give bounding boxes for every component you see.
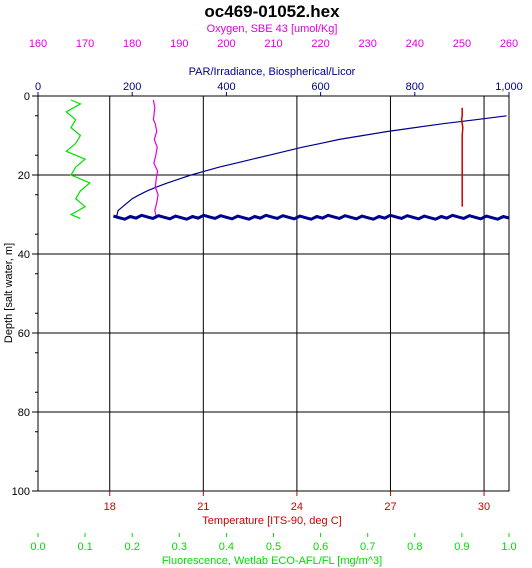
fluorescence-tick-label: 0.6 <box>313 541 328 553</box>
par-tick-label: 0 <box>35 81 41 93</box>
oxygen-tick-label: 240 <box>406 38 424 50</box>
oxygen-tick-label: 220 <box>311 38 329 50</box>
temperature-tick-label: 18 <box>104 501 116 513</box>
par-tick-label: 200 <box>123 81 141 93</box>
depth-axis-title: Depth [salt water, m] <box>3 243 15 343</box>
par-series-line <box>115 115 507 219</box>
fluorescence-tick-label: 0.9 <box>454 541 469 553</box>
oxygen-tick-label: 230 <box>359 38 377 50</box>
oxygen-tick-label: 170 <box>76 38 94 50</box>
depth-tick-label: 80 <box>18 407 30 419</box>
par-tick-label: 1,000 <box>495 81 523 93</box>
temperature-series-line <box>460 107 464 207</box>
fluorescence-tick-label: 0.1 <box>77 541 92 553</box>
series-layer <box>65 99 510 221</box>
fluorescence-tick-label: 0.7 <box>360 541 375 553</box>
oxygen-tick-label: 260 <box>500 38 518 50</box>
oxygen-tick-label: 210 <box>264 38 282 50</box>
oxygen-tick-label: 200 <box>217 38 235 50</box>
temperature-tick-label: 27 <box>384 501 396 513</box>
oxygen-tick-label: 250 <box>453 38 471 50</box>
depth-tick-label: 100 <box>12 486 30 498</box>
fluorescence-series-line <box>65 99 91 219</box>
par-tick-label: 600 <box>311 81 329 93</box>
temperature-tick-label: 30 <box>478 501 490 513</box>
oxygen-series-line <box>152 99 159 219</box>
fluorescence-tick-label: 0.5 <box>266 541 281 553</box>
par-bottom-band <box>112 213 510 221</box>
oxygen-tick-label: 160 <box>29 38 47 50</box>
par-axis-title: PAR/Irradiance, Biospherical/Licor <box>189 66 356 78</box>
depth-tick-label: 60 <box>18 328 30 340</box>
depth-tick-label: 20 <box>18 170 30 182</box>
fluorescence-tick-label: 0.3 <box>172 541 187 553</box>
fluorescence-tick-label: 0.0 <box>30 541 45 553</box>
temperature-tick-label: 21 <box>197 501 209 513</box>
plot-frame <box>37 95 510 492</box>
oxygen-tick-label: 180 <box>123 38 141 50</box>
par-tick-label: 400 <box>217 81 235 93</box>
fluorescence-axis-title: Fluorescence, Wetlab ECO-AFL/FL [mg/m^3] <box>162 555 382 567</box>
fluorescence-tick-label: 1.0 <box>501 541 516 553</box>
chart-title: oc469-01052.hex <box>204 2 340 21</box>
par-tick-label: 800 <box>406 81 424 93</box>
depth-tick-label: 40 <box>18 249 30 261</box>
temperature-axis-title: Temperature [ITS-90, deg C] <box>202 515 341 527</box>
fluorescence-tick-label: 0.2 <box>125 541 140 553</box>
temperature-tick-label: 24 <box>291 501 303 513</box>
depth-tick-label: 0 <box>24 91 30 103</box>
fluorescence-tick-label: 0.4 <box>219 541 234 553</box>
oxygen-tick-label: 190 <box>170 38 188 50</box>
fluorescence-tick-label: 0.8 <box>407 541 422 553</box>
oxygen-axis-title: Oxygen, SBE 43 [umol/Kg] <box>207 23 338 35</box>
grid-layer <box>38 96 509 491</box>
